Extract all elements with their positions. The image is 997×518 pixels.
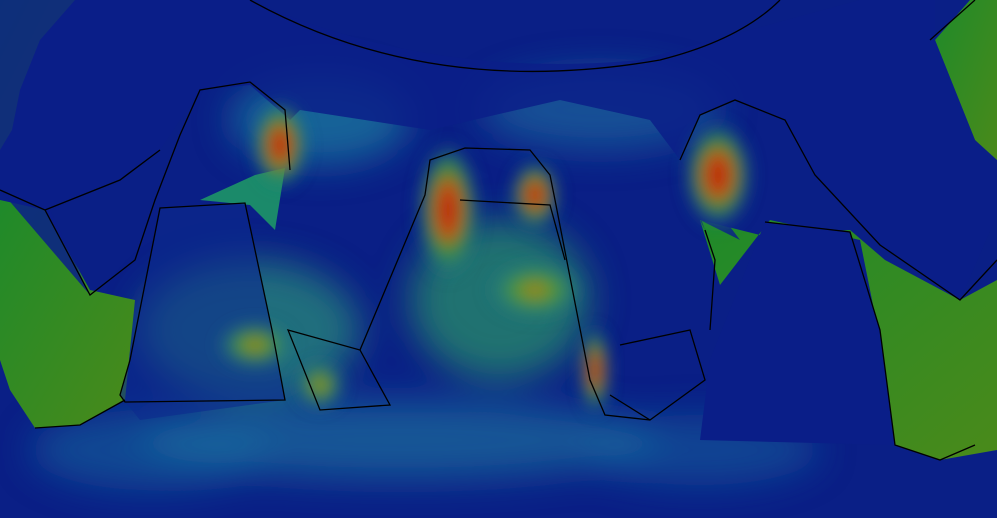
page: [0, 0, 997, 518]
stress-render: [0, 0, 997, 518]
